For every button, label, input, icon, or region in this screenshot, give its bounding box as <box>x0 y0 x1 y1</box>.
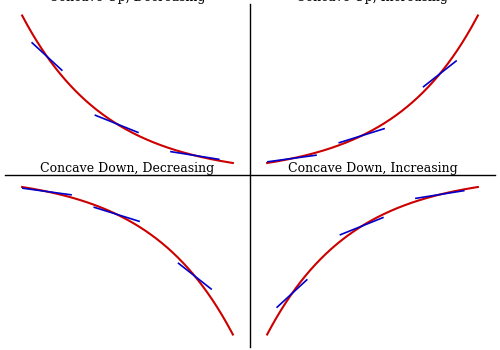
Title: Concave Up, Decreasing: Concave Up, Decreasing <box>49 0 206 4</box>
Title: Concave Down, Increasing: Concave Down, Increasing <box>288 162 458 175</box>
Title: Concave Down, Decreasing: Concave Down, Decreasing <box>40 162 214 175</box>
Title: Concave Up, Increasing: Concave Up, Increasing <box>296 0 448 4</box>
